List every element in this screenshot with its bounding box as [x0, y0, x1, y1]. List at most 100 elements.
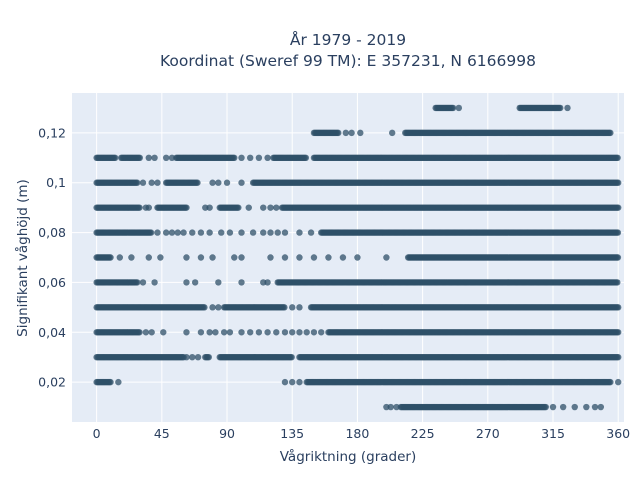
data-point — [160, 329, 167, 336]
data-point — [267, 204, 274, 211]
data-point — [357, 129, 364, 137]
data-point — [255, 154, 263, 161]
data-point — [388, 129, 396, 137]
data-point — [296, 254, 303, 261]
data-point — [281, 329, 289, 336]
data-point — [614, 229, 622, 236]
data-point — [288, 354, 295, 361]
data-point — [206, 229, 213, 236]
data-point — [209, 179, 216, 186]
data-point — [209, 304, 216, 311]
data-point — [597, 403, 605, 411]
data-point — [139, 279, 147, 286]
data-point — [249, 229, 257, 236]
data-point — [267, 229, 274, 236]
data-point — [189, 354, 196, 361]
data-point — [205, 354, 212, 361]
data-point — [289, 329, 296, 336]
data-point — [325, 254, 332, 261]
data-point — [383, 254, 390, 261]
data-point — [183, 279, 190, 286]
data-point — [223, 179, 231, 186]
data-point — [215, 304, 222, 311]
data-point — [145, 254, 152, 261]
chart-title: År 1979 - 2019 — [290, 30, 406, 49]
data-point — [231, 154, 238, 161]
data-point — [107, 378, 114, 386]
data-point — [260, 229, 267, 236]
data-point — [218, 229, 225, 236]
y-tick-label: 0,08 — [38, 225, 66, 240]
data-point — [197, 229, 205, 236]
y-tick-label: 0,02 — [38, 375, 66, 390]
x-tick-label: 270 — [476, 426, 500, 441]
data-point — [206, 329, 213, 336]
data-point — [201, 304, 208, 311]
x-axis-title: Vågriktning (grader) — [280, 448, 417, 465]
data-point — [615, 304, 622, 311]
data-point — [145, 154, 152, 161]
data-points — [93, 104, 622, 411]
data-point — [542, 403, 549, 411]
data-point — [116, 254, 124, 261]
x-tick-label: 225 — [411, 426, 435, 441]
data-point — [145, 204, 152, 211]
y-tick-label: 0,06 — [38, 275, 66, 290]
data-point — [281, 304, 288, 311]
data-point — [273, 204, 280, 211]
chart-subtitle: Koordinat (Sweref 99 TM): E 357231, N 61… — [160, 52, 536, 70]
data-point — [274, 229, 281, 236]
data-point — [168, 229, 176, 236]
data-point — [245, 204, 252, 211]
data-point — [226, 229, 234, 236]
data-point — [296, 378, 303, 386]
data-point — [139, 179, 147, 186]
data-point — [128, 254, 135, 261]
data-point — [303, 329, 310, 336]
data-point — [296, 229, 303, 236]
data-point — [191, 279, 199, 286]
data-point — [147, 229, 155, 236]
data-point — [238, 329, 245, 336]
data-point — [151, 279, 158, 286]
data-point — [235, 204, 242, 211]
data-point — [197, 329, 205, 336]
data-point — [615, 378, 622, 386]
data-point — [615, 354, 622, 361]
data-point — [148, 179, 155, 186]
data-point — [183, 204, 190, 211]
data-point — [111, 154, 119, 161]
x-tick-label: 0 — [93, 426, 101, 441]
data-point — [393, 403, 400, 411]
data-point — [226, 329, 234, 336]
data-point — [238, 229, 245, 236]
data-point — [180, 229, 187, 236]
data-point — [183, 329, 190, 336]
y-tick-label: 0,12 — [38, 125, 66, 140]
x-tick-label: 90 — [219, 426, 235, 441]
data-point — [557, 104, 564, 112]
data-point — [387, 403, 394, 411]
data-point — [591, 403, 599, 411]
data-point — [296, 329, 303, 336]
data-point — [183, 254, 190, 261]
data-point — [107, 254, 114, 261]
data-point — [189, 229, 196, 236]
data-point — [206, 204, 213, 211]
data-point — [449, 104, 457, 112]
x-tick-label: 315 — [541, 426, 565, 441]
data-point — [183, 354, 190, 361]
data-point — [255, 329, 263, 336]
data-point — [607, 378, 614, 386]
data-point — [154, 229, 161, 236]
x-tick-labels: 0 45 90 135 180 225 270 315 360 — [93, 426, 631, 441]
data-point — [342, 129, 350, 137]
data-point — [238, 279, 245, 286]
x-tick-label: 360 — [606, 426, 630, 441]
data-point — [339, 254, 347, 261]
data-point — [281, 254, 289, 261]
data-point — [209, 254, 216, 261]
data-point — [247, 154, 254, 161]
data-point — [614, 254, 622, 261]
data-point — [348, 129, 355, 137]
